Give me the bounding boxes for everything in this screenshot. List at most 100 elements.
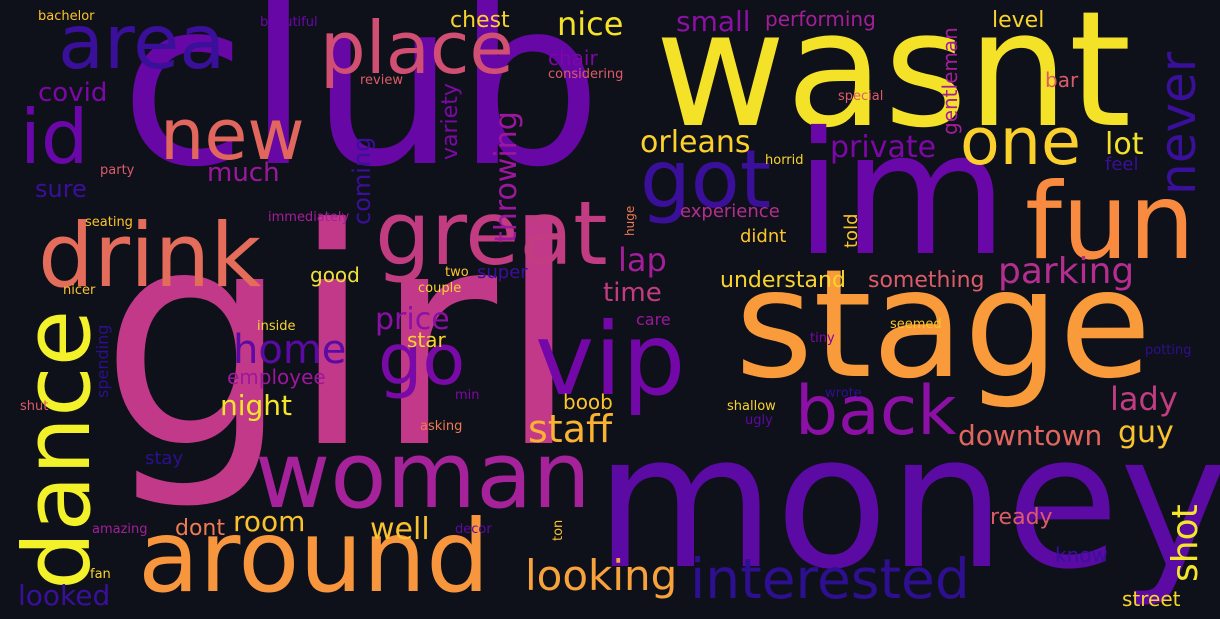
word-fun: fun — [1025, 161, 1196, 283]
word-much: much — [207, 158, 280, 188]
word-horrid: horrid — [765, 153, 804, 168]
word-super: super — [477, 262, 528, 283]
word-star: star — [407, 328, 446, 352]
word-shot: shot — [1165, 504, 1206, 582]
word-woman: woman — [255, 422, 591, 529]
word-asking: asking — [420, 419, 463, 434]
word-downtown: downtown — [958, 419, 1103, 452]
word-seating: seating — [85, 215, 133, 230]
word-bar: bar — [1045, 68, 1079, 92]
word-id: id — [20, 93, 89, 181]
word-shut: shut — [20, 399, 49, 414]
word-considering: considering — [548, 67, 624, 82]
word-place: place — [320, 6, 514, 90]
word-lap: lap — [618, 241, 667, 279]
word-party: party — [100, 163, 135, 178]
word-looking: looking — [525, 551, 678, 600]
word-care: care — [636, 310, 671, 329]
word-vip: vip — [535, 301, 686, 418]
word-home: home — [233, 327, 347, 373]
word-coming: coming — [348, 136, 376, 225]
word-go: go — [378, 319, 466, 401]
word-private: private — [830, 130, 937, 165]
word-shallow: shallow — [727, 399, 776, 414]
word-time: time — [603, 278, 662, 308]
word-lot: lot — [1105, 127, 1144, 162]
word-beautiful: beautiful — [260, 15, 318, 30]
word-spending: spending — [93, 324, 112, 398]
word-throwing: throwing — [489, 111, 524, 243]
word-chest: chest — [450, 8, 510, 33]
word-guy: guy — [1118, 415, 1174, 450]
word-price: price — [375, 302, 450, 337]
word-great: great — [375, 182, 608, 285]
word-ugly: ugly — [745, 413, 773, 428]
word-back: back — [795, 372, 957, 451]
word-area: area — [58, 0, 226, 86]
word-club: club — [120, 0, 603, 218]
word-amazing: amazing — [92, 522, 148, 537]
word-well: well — [370, 512, 430, 547]
word-told: told — [841, 213, 862, 249]
word-money: money — [595, 394, 1220, 610]
word-boob: boob — [563, 390, 613, 414]
word-performing: performing — [765, 7, 876, 31]
word-looked: looked — [18, 579, 111, 612]
word-room: room — [233, 505, 306, 538]
word-bachelor: bachelor — [38, 9, 95, 24]
word-wasnt: wasnt — [655, 0, 1132, 163]
word-fan: fan — [90, 567, 111, 582]
word-level: level — [992, 8, 1045, 33]
word-small: small — [676, 5, 751, 38]
word-ready: ready — [990, 505, 1053, 530]
word-girl: girl — [100, 165, 581, 514]
word-inside: inside — [257, 319, 296, 334]
word-feel: feel — [1105, 154, 1139, 175]
word-variety: variety — [438, 83, 463, 160]
word-new: new — [160, 94, 305, 176]
word-dance: dance — [4, 309, 111, 590]
word-staff: staff — [528, 407, 613, 451]
word-experience: experience — [680, 201, 780, 222]
word-know: know — [1055, 543, 1108, 567]
word-never: never — [1149, 51, 1207, 195]
word-gentleman: gentleman — [938, 27, 962, 135]
word-employee: employee — [227, 365, 326, 389]
word-understand: understand — [720, 268, 846, 293]
word-orleans: orleans — [640, 125, 751, 160]
word-didnt: didnt — [740, 226, 787, 247]
word-two: two — [445, 265, 469, 280]
word-got: got — [640, 133, 772, 226]
word-night: night — [220, 389, 293, 422]
word-dont: dont — [175, 516, 225, 541]
word-stage: stage — [735, 238, 1152, 412]
word-lady: lady — [1110, 380, 1178, 418]
word-good: good — [310, 263, 360, 287]
word-special: special — [838, 89, 884, 104]
word-something: something — [868, 268, 985, 293]
word-around: around — [138, 498, 490, 615]
word-interested: interested — [690, 547, 970, 611]
word-nice: nice — [557, 5, 624, 43]
word-parking: parking — [998, 251, 1135, 292]
word-one: one — [960, 105, 1081, 180]
word-wrote: wrote — [825, 386, 862, 401]
word-potting: potting — [1145, 343, 1192, 358]
word-decor: decor — [455, 522, 492, 537]
word-sure: sure — [35, 175, 87, 203]
word-review: review — [360, 73, 403, 88]
word-huge: huge — [623, 205, 637, 236]
word-immediately: immediately — [268, 210, 350, 225]
word-couple: couple — [418, 281, 462, 296]
word-street: street — [1122, 587, 1181, 611]
word-covid: covid — [38, 78, 108, 108]
word-min: min — [455, 388, 480, 403]
word-chair: chair — [548, 46, 598, 70]
word-drink: drink — [38, 204, 262, 307]
word-seemed: seemed — [890, 317, 942, 332]
word-nicer: nicer — [63, 283, 96, 298]
word-tiny: tiny — [810, 331, 835, 346]
word-stay: stay — [145, 448, 184, 469]
word-ton: ton — [551, 519, 566, 541]
